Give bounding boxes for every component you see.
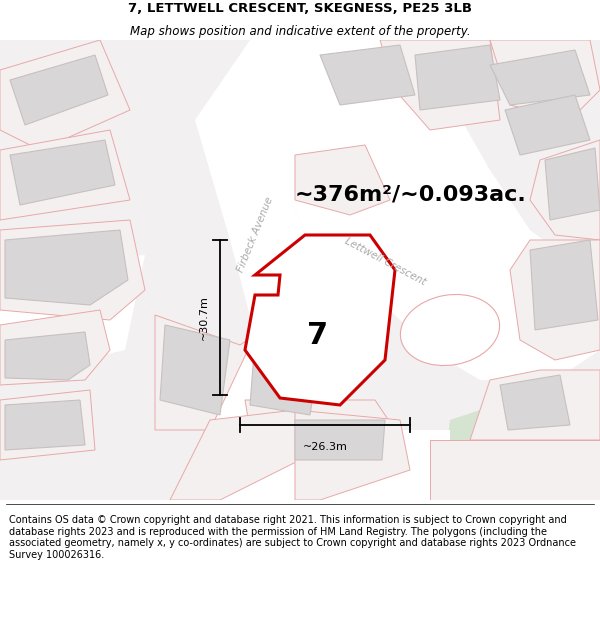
Polygon shape [245, 400, 395, 430]
Polygon shape [530, 140, 600, 240]
Polygon shape [430, 440, 600, 500]
Text: Contains OS data © Crown copyright and database right 2021. This information is : Contains OS data © Crown copyright and d… [9, 515, 576, 560]
Polygon shape [155, 315, 255, 430]
Text: 7, LETTWELL CRESCENT, SKEGNESS, PE25 3LB: 7, LETTWELL CRESCENT, SKEGNESS, PE25 3LB [128, 2, 472, 15]
Polygon shape [250, 340, 320, 415]
Polygon shape [320, 45, 415, 105]
Polygon shape [5, 230, 128, 305]
Polygon shape [0, 220, 145, 320]
Polygon shape [380, 40, 500, 130]
Polygon shape [440, 370, 600, 500]
Polygon shape [290, 40, 600, 380]
Text: 7: 7 [307, 321, 329, 349]
Text: Lettwell Crescent: Lettwell Crescent [343, 236, 427, 288]
Polygon shape [10, 140, 115, 205]
Text: ~26.3m: ~26.3m [302, 442, 347, 452]
Polygon shape [500, 375, 570, 430]
Polygon shape [0, 310, 110, 385]
Polygon shape [490, 50, 590, 105]
Polygon shape [505, 95, 590, 155]
Polygon shape [245, 235, 395, 405]
Ellipse shape [400, 294, 500, 366]
Polygon shape [170, 410, 300, 500]
Polygon shape [0, 390, 95, 460]
Polygon shape [0, 40, 130, 150]
Polygon shape [295, 145, 390, 215]
Polygon shape [160, 325, 230, 415]
Text: ~30.7m: ~30.7m [199, 295, 209, 340]
Polygon shape [470, 370, 600, 440]
Polygon shape [5, 400, 85, 450]
Polygon shape [490, 40, 600, 120]
Polygon shape [0, 130, 130, 220]
Polygon shape [295, 410, 410, 500]
Polygon shape [170, 40, 340, 500]
Text: Map shows position and indicative extent of the property.: Map shows position and indicative extent… [130, 25, 470, 38]
Polygon shape [530, 240, 598, 330]
Polygon shape [5, 332, 90, 380]
Polygon shape [10, 55, 108, 125]
Polygon shape [545, 148, 600, 220]
Polygon shape [0, 255, 145, 380]
Text: ~376m²/~0.093ac.: ~376m²/~0.093ac. [295, 185, 527, 205]
Text: Firbeck Avenue: Firbeck Avenue [235, 196, 275, 274]
Polygon shape [295, 420, 385, 460]
Polygon shape [415, 45, 500, 110]
Polygon shape [510, 240, 600, 360]
Polygon shape [210, 430, 450, 500]
